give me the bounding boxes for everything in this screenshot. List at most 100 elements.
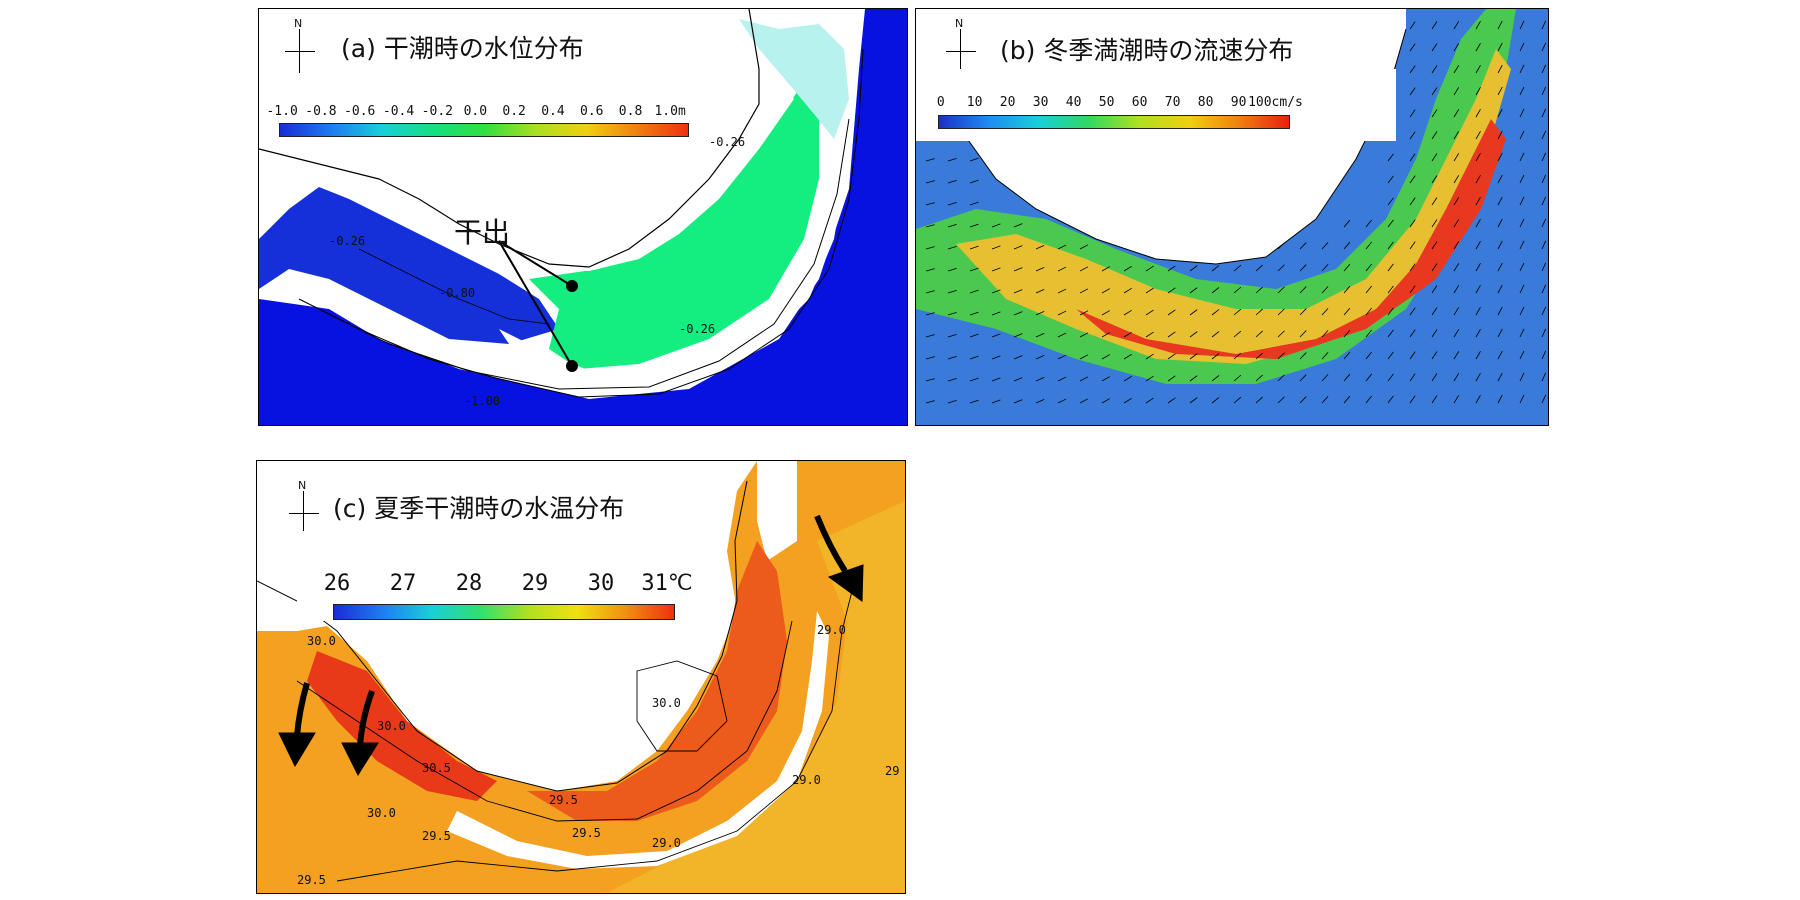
contour-label: -0.26	[679, 322, 716, 336]
velocity-vector	[1167, 265, 1176, 272]
velocity-vector	[1409, 175, 1416, 184]
velocity-vector	[1321, 286, 1329, 294]
velocity-vector	[925, 356, 935, 360]
velocity-vector	[1453, 175, 1460, 184]
velocity-vector	[1013, 333, 1023, 338]
velocity-vector	[1431, 373, 1438, 382]
velocity-vector	[1321, 264, 1329, 272]
velocity-vector	[1475, 197, 1481, 206]
north-label: N	[298, 479, 307, 492]
velocity-vector	[947, 245, 957, 250]
velocity-vector	[1541, 262, 1547, 272]
velocity-vector	[1299, 264, 1307, 272]
velocity-vector	[1541, 328, 1547, 338]
velocity-vector	[1079, 310, 1089, 316]
velocity-vector	[925, 312, 935, 316]
velocity-vector	[925, 378, 935, 382]
callout-exposure: 干出	[454, 216, 511, 249]
velocity-vector	[969, 245, 979, 250]
velocity-vector	[1431, 307, 1438, 316]
velocity-vector	[1123, 353, 1132, 360]
velocity-vector	[1387, 285, 1394, 294]
velocity-vector	[1101, 310, 1111, 316]
velocity-vector	[1013, 289, 1023, 294]
velocity-vector	[1541, 240, 1547, 250]
velocity-vector	[1519, 42, 1525, 52]
velocity-vector	[1321, 396, 1329, 404]
velocity-vector	[1343, 373, 1351, 382]
velocity-vector	[1409, 87, 1416, 96]
velocity-vector	[1123, 397, 1132, 404]
velocity-vector	[1453, 65, 1460, 74]
velocity-vector	[1299, 374, 1307, 382]
velocity-vector	[1145, 309, 1154, 316]
velocity-vector	[1475, 153, 1481, 162]
contour-label: 29	[885, 764, 900, 778]
velocity-vector	[1453, 43, 1460, 52]
velocity-vector	[1013, 399, 1023, 404]
velocity-vector	[947, 201, 957, 206]
velocity-vector	[1079, 398, 1089, 404]
colorbar-tick-label: -0.6	[344, 104, 376, 119]
velocity-vector	[1057, 266, 1067, 272]
velocity-vector	[1233, 374, 1242, 382]
velocity-vector	[1387, 241, 1394, 250]
velocity-vector	[1277, 352, 1285, 360]
velocity-vector	[1057, 310, 1067, 316]
velocity-vector	[1211, 331, 1220, 338]
colorbar-tick-label: -1.0	[266, 104, 298, 119]
velocity-vector	[1409, 307, 1416, 316]
velocity-vector	[1233, 396, 1242, 404]
ne-shallow-region	[739, 19, 849, 139]
velocity-vector	[1145, 331, 1154, 338]
velocity-vector	[1145, 353, 1154, 360]
velocity-vector	[1299, 242, 1307, 250]
velocity-vector	[1057, 354, 1067, 360]
velocity-vector	[1431, 329, 1438, 338]
velocity-vector	[991, 377, 1001, 382]
velocity-vector	[969, 223, 979, 228]
velocity-vector	[1541, 64, 1547, 74]
colorbar-tick-label: 0.6	[579, 104, 604, 119]
colorbar-tick-label: 90	[1230, 95, 1247, 110]
velocity-vector	[991, 311, 1001, 316]
panel-c-title: (c) 夏季干潮時の水温分布	[333, 494, 625, 523]
exposure-point-1	[566, 280, 578, 292]
velocity-vector	[1101, 288, 1111, 294]
colorbar-tick-label: -0.8	[305, 104, 337, 119]
velocity-vector	[1233, 286, 1242, 294]
velocity-vector	[1519, 240, 1525, 250]
velocity-vector	[1211, 287, 1220, 294]
velocity-vector	[1013, 245, 1023, 250]
contour-c1	[296, 620, 793, 822]
velocity-vector	[991, 267, 1001, 272]
velocity-vector	[1431, 21, 1438, 30]
colorbar-ticks-water-level: -1.0 -0.8 -0.6 -0.4 -0.2 0.0 0.2 0.4 0.6 0.8 1.0m	[266, 104, 691, 120]
velocity-vector	[1387, 175, 1394, 184]
velocity-vector	[1277, 242, 1285, 250]
contour-label: 29.0	[652, 836, 681, 850]
velocity-vector	[1233, 330, 1242, 338]
velocity-vector	[1497, 152, 1503, 162]
velocity-vector	[1365, 373, 1372, 382]
velocity-vector	[1475, 307, 1481, 316]
velocity-vector	[1123, 331, 1132, 338]
velocity-vector	[1431, 285, 1438, 294]
velocity-vector	[1211, 353, 1220, 360]
velocity-vector	[1365, 329, 1372, 338]
velocity-vector	[1431, 43, 1438, 52]
velocity-vector	[1387, 219, 1394, 228]
velocity-vector	[1167, 353, 1176, 360]
velocity-vector	[1101, 398, 1111, 404]
velocity-vector	[925, 158, 935, 162]
velocity-vector	[1409, 131, 1416, 140]
velocity-vector	[1233, 264, 1242, 272]
velocity-vector	[1541, 306, 1547, 316]
velocity-vector	[1035, 266, 1045, 272]
contour-label: -1.00	[464, 394, 501, 408]
velocity-vector	[1519, 262, 1525, 272]
west-low-water-region	[259, 187, 559, 344]
velocity-vector	[1497, 108, 1503, 118]
colorbar-ticks-temperature: 26 27 28 29 30 31℃	[324, 571, 749, 597]
velocity-vector	[1321, 308, 1329, 316]
